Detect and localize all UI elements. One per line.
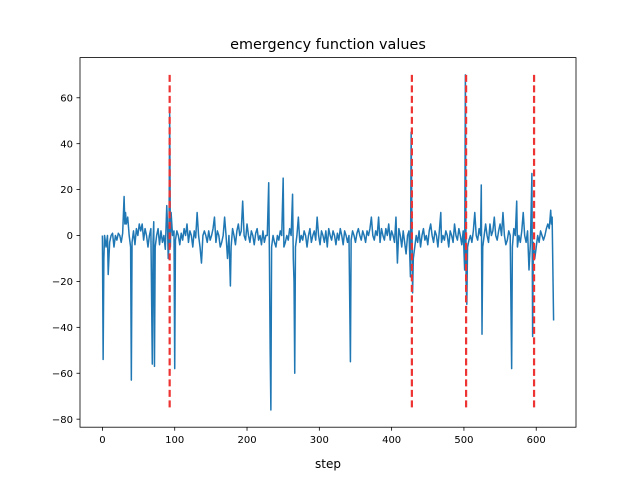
x-tick-label-300: 300: [310, 435, 329, 446]
plot-frame: [79, 57, 577, 428]
y-tick-label--40: −40: [52, 323, 73, 334]
x-tick-label-100: 100: [165, 435, 184, 446]
y-tick-label-40: 40: [60, 139, 73, 150]
x-tick-label-400: 400: [382, 435, 401, 446]
x-tick-label-600: 600: [527, 435, 546, 446]
y-tick-label--60: −60: [52, 369, 73, 380]
y-tick-label--80: −80: [52, 415, 73, 426]
plot-content: [101, 74, 555, 411]
y-axis: −80 −60 −40 −20 0 20 40 60: [52, 93, 80, 426]
y-tick-label-60: 60: [60, 93, 73, 104]
x-tick-label-0: 0: [99, 435, 105, 446]
x-tick-label-500: 500: [454, 435, 473, 446]
series-line-emergency-function: [101, 74, 555, 411]
y-tick-label-0: 0: [67, 231, 73, 242]
x-axis: 0 100 200 300 400 500 600: [99, 427, 546, 446]
y-tick-label--20: −20: [52, 277, 73, 288]
y-tick-label-20: 20: [60, 185, 73, 196]
chart-title: emergency function values: [230, 37, 426, 53]
x-tick-label-200: 200: [237, 435, 256, 446]
x-axis-label: step: [315, 457, 341, 471]
